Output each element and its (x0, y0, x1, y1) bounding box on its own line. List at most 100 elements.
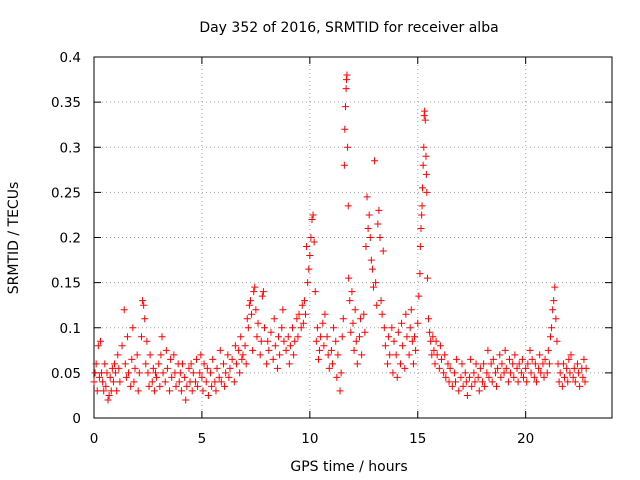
data-point (135, 369, 143, 377)
tick-labels: 0 5 10 15 20 0 0.05 0.1 0.15 0.2 0.25 0.3 0.35 0.4 (51, 50, 534, 447)
data-point (405, 351, 413, 359)
data-point (199, 387, 207, 395)
data-point (551, 283, 559, 291)
data-point (448, 382, 456, 390)
data-point (251, 283, 259, 291)
data-point (111, 360, 119, 368)
data-point (579, 373, 587, 381)
data-point (232, 360, 240, 368)
data-point (167, 355, 175, 363)
data-point (178, 360, 186, 368)
data-point (376, 234, 384, 241)
data-point (504, 378, 512, 386)
data-point (411, 333, 419, 341)
data-point (394, 328, 402, 336)
data-point (488, 378, 496, 386)
data-point (104, 396, 112, 404)
data-point (290, 351, 298, 359)
data-point (462, 378, 470, 386)
data-point (493, 382, 501, 390)
data-point (115, 364, 123, 372)
data-point (419, 161, 427, 169)
data-point (196, 369, 204, 377)
data-point (330, 324, 338, 332)
data-point (121, 360, 129, 368)
data-point (131, 364, 139, 372)
data-point (536, 351, 544, 359)
data-point (253, 333, 261, 341)
data-point (279, 306, 287, 314)
data-point (505, 355, 513, 363)
data-point (515, 360, 523, 368)
data-point (271, 342, 279, 350)
data-point (211, 378, 219, 386)
y-tick-label: 0.15 (51, 276, 81, 292)
data-point (543, 369, 551, 377)
data-point (563, 364, 571, 372)
data-point (286, 342, 294, 350)
data-point (129, 324, 137, 332)
data-point (379, 247, 387, 255)
data-point (310, 238, 318, 246)
data-point (545, 360, 553, 368)
data-point (374, 220, 382, 228)
data-point (457, 373, 465, 381)
data-point (349, 319, 357, 327)
data-point (581, 378, 589, 386)
data-point (338, 333, 346, 341)
data-point (172, 382, 180, 390)
data-point (399, 342, 407, 350)
data-point (282, 346, 290, 354)
data-point (238, 355, 246, 363)
data-point (510, 373, 518, 381)
data-point (463, 391, 471, 399)
data-point (181, 373, 189, 381)
data-point (381, 342, 389, 350)
data-point (182, 396, 190, 404)
plot-border (93, 56, 613, 419)
data-point (452, 378, 460, 386)
data-point (386, 351, 394, 359)
data-point (556, 369, 564, 377)
data-point (295, 310, 303, 318)
data-point (498, 360, 506, 368)
data-point (187, 360, 195, 368)
data-point (302, 310, 310, 318)
data-point (433, 351, 441, 359)
data-point (390, 337, 398, 345)
data-point (194, 382, 202, 390)
data-point (485, 373, 493, 381)
data-point (509, 360, 517, 368)
data-point (479, 378, 486, 386)
data-point (344, 143, 352, 151)
data-point (363, 193, 371, 201)
data-point (437, 355, 445, 363)
data-point (270, 315, 278, 323)
data-point (561, 373, 569, 381)
data-point (215, 373, 223, 381)
data-point (371, 157, 379, 165)
data-point (108, 364, 116, 372)
data-point (500, 369, 508, 377)
data-point (414, 319, 422, 327)
data-point (137, 333, 145, 341)
data-point (183, 382, 191, 390)
data-point (148, 378, 156, 386)
data-point (496, 351, 504, 359)
data-point (564, 378, 572, 386)
data-point (248, 310, 256, 318)
data-point (403, 333, 411, 341)
data-point (90, 378, 98, 386)
data-point (372, 279, 380, 287)
data-point (458, 360, 466, 368)
data-point (241, 342, 249, 350)
data-point (197, 351, 205, 359)
data-point (133, 351, 141, 359)
data-point (553, 337, 561, 345)
data-point (320, 342, 328, 350)
data-point (155, 360, 163, 368)
data-point (518, 355, 526, 363)
data-point (162, 346, 170, 354)
data-point (125, 369, 133, 377)
data-point (112, 369, 120, 377)
